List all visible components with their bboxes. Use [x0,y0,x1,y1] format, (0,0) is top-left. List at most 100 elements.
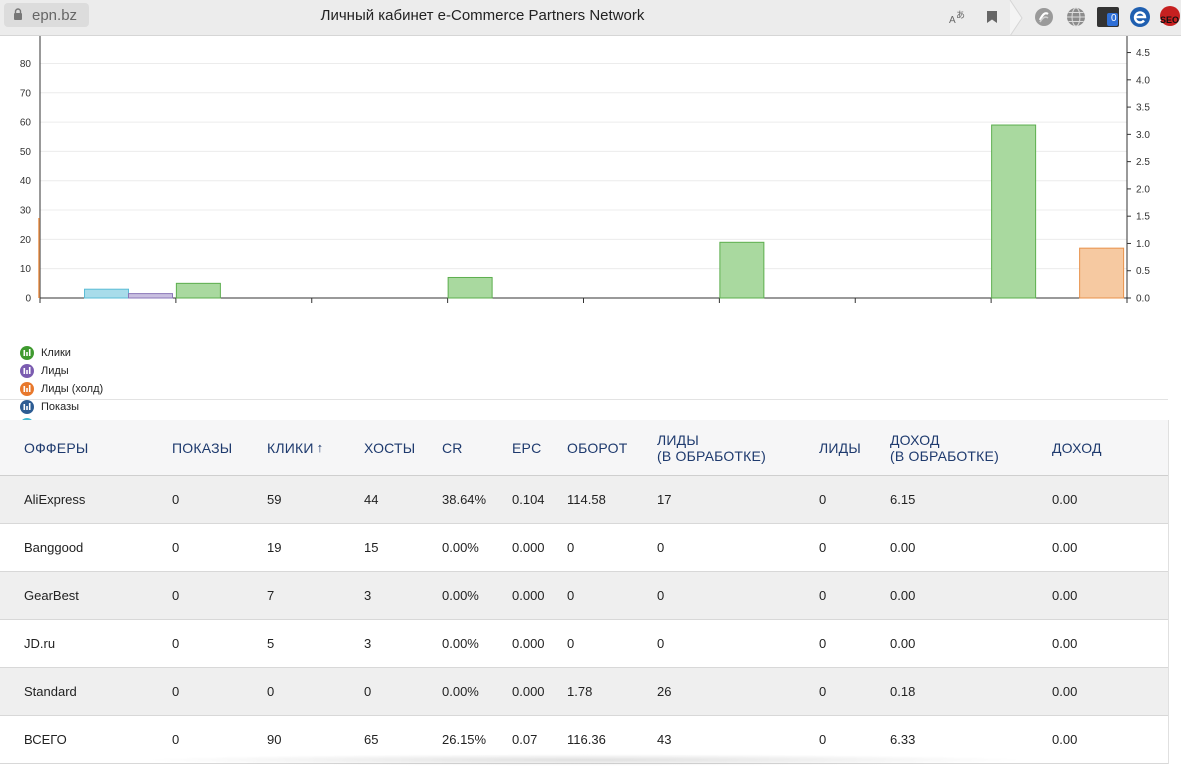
header-clicks-label: КЛИКИ [267,439,314,456]
legend-item[interactable]: Хосты [20,416,320,420]
cell-turnover: 1.78 [567,684,593,699]
cell-offer[interactable]: AliExpress [24,492,86,507]
right-tick-label: 1.0 [1136,239,1150,250]
chart-bar [128,293,173,299]
cell-views: 0 [172,684,180,699]
cell-income: 0.00 [1052,540,1078,555]
header-income[interactable]: ДОХОД [1052,439,1102,456]
cell-offer[interactable]: GearBest [24,588,79,603]
cell-hosts: 15 [364,540,379,555]
cell-views: 0 [172,492,180,507]
bar-chart: 0 10 20 30 40 50 60 70 80 0.0 0.5 1.0 1.5 2.0 2.5 3.0 3.… [20,36,1150,305]
cell-cr: 0.00% [442,636,479,651]
header-offers[interactable]: ОФФЕРЫ [24,439,89,456]
cell-cr: 26.15% [442,732,487,747]
cell-clicks: 0 [267,684,275,699]
legend-item[interactable]: Показы [20,398,320,416]
right-tick-label: 2.5 [1136,157,1150,168]
header-income-pending-line2: (В ОБРАБОТКЕ) [890,447,999,464]
cell-offer[interactable]: Banggood [24,540,84,555]
cell-income-pending: 0.00 [890,540,916,555]
cell-clicks: 5 [267,636,275,651]
header-income-pending[interactable]: ДОХОД (В ОБРАБОТКЕ) [890,420,999,475]
cell-turnover: 0 [567,636,575,651]
cell-leads: 0 [819,636,827,651]
table-row: JD.ru 0 5 3 0.00% 0.000 0 0 0 0.00 0.00 [0,620,1168,668]
cell-turnover: 0 [567,588,575,603]
cell-offer[interactable]: Standard [24,684,77,699]
chart-bar [719,241,765,299]
extension-swirl-icon[interactable] [1033,6,1055,28]
legend-label: Лиды [41,365,69,377]
legend-item[interactable]: Лиды [20,362,320,380]
cell-leads-pending: 0 [657,588,665,603]
left-tick-label: 60 [20,118,32,129]
left-tick-label: 40 [20,176,32,187]
counter-badge: 0 [1111,13,1117,24]
bar-chart-icon [20,382,34,396]
header-epc[interactable]: EPC [512,439,542,456]
left-tick-label: 10 [20,264,32,275]
cell-epc: 0.000 [512,684,545,699]
cell-epc: 0.07 [512,732,538,747]
header-leads-pending-line2: (В ОБРАБОТКЕ) [657,447,766,464]
cell-clicks: 7 [267,588,275,603]
cell-offer[interactable]: ВСЕГО [24,732,67,747]
header-turnover[interactable]: ОБОРОТ [567,439,628,456]
cell-income-pending: 0.18 [890,684,916,699]
header-cr[interactable]: CR [442,439,463,456]
chart-bar [84,288,129,299]
cell-offer[interactable]: JD.ru [24,636,56,651]
table-row: Banggood 0 19 15 0.00% 0.000 0 0 0 0.00 0.00 [0,524,1168,572]
legend-item[interactable]: Клики [20,344,320,362]
cell-epc: 0.000 [512,540,545,555]
bar-chart-icon [20,346,34,360]
cell-income-pending: 6.33 [890,732,916,747]
right-tick-label: 1.5 [1136,212,1150,223]
cell-epc: 0.000 [512,588,545,603]
chart-bar [447,276,493,299]
footer-shadow [140,754,1030,766]
chart-bar [1079,247,1125,299]
cell-leads-pending: 43 [657,732,672,747]
seo-extension-icon[interactable]: SEO [1159,6,1181,28]
address-domain: epn.bz [32,6,78,24]
address-bar[interactable]: epn.bz [4,3,89,27]
cell-hosts: 3 [364,636,372,651]
cell-income: 0.00 [1052,492,1078,507]
stats-chart: 0 10 20 30 40 50 60 70 80 0.0 0.5 1.0 1.5 2.0 2.5 3.0 3.… [0,36,1181,336]
cell-leads-pending: 17 [657,492,672,507]
right-tick-label: 0.0 [1136,294,1150,305]
cell-hosts: 3 [364,588,372,603]
cell-leads: 0 [819,588,827,603]
right-tick-label: 0.5 [1136,266,1150,277]
cell-income-pending: 6.15 [890,492,916,507]
browser-toolbar: epn.bz Личный кабинет e-Commerce Partner… [0,0,1181,37]
left-tick-label: 80 [20,59,32,70]
chart-bar [991,124,1037,299]
left-tick-label: 30 [20,206,32,217]
cell-views: 0 [172,732,180,747]
legend-label: Хосты [41,419,73,420]
legend-divider [0,399,1168,400]
cell-income: 0.00 [1052,588,1078,603]
legend-item[interactable]: Лиды (холд) [20,380,320,398]
cell-leads: 0 [819,684,827,699]
header-leads-pending[interactable]: ЛИДЫ (В ОБРАБОТКЕ) [657,420,766,475]
globe-icon[interactable] [1065,6,1087,28]
edge-extension-icon[interactable] [1129,6,1151,28]
chart-bar [175,282,221,299]
header-hosts[interactable]: ХОСТЫ [364,439,416,456]
header-views[interactable]: ПОКАЗЫ [172,439,233,456]
legend-label: Показы [41,401,80,413]
cell-views: 0 [172,588,180,603]
right-tick-label: 4.5 [1136,48,1150,59]
cell-leads-pending: 0 [657,540,665,555]
header-leads[interactable]: ЛИДЫ [819,439,861,456]
bookmark-icon[interactable] [981,6,1003,28]
counter-extension-icon[interactable]: 0 [1097,6,1119,28]
cell-turnover: 116.36 [567,732,606,747]
left-tick-label: 70 [20,88,32,99]
header-clicks[interactable]: КЛИКИ ↑ [267,420,323,475]
